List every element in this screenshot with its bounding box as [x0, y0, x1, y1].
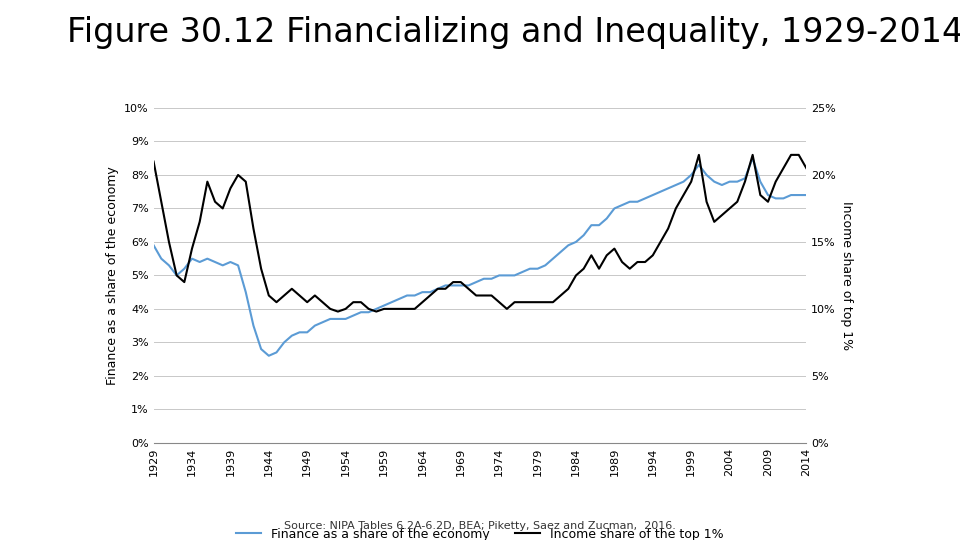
Finance as a share of the economy [470, 279, 482, 285]
Income share of the top 1% [163, 239, 175, 245]
Text: Figure 30.12 Financializing and Inequality, 1929-2014: Figure 30.12 Financializing and Inequali… [67, 16, 960, 49]
Finance as a share of the economy [148, 242, 159, 248]
Finance as a share of the economy [163, 262, 175, 268]
Income share of the top 1% [179, 279, 190, 285]
Y-axis label: Finance as a share of the economy: Finance as a share of the economy [106, 166, 118, 385]
Income share of the top 1% [801, 165, 812, 172]
Finance as a share of the economy [708, 178, 720, 185]
Income share of the top 1% [148, 158, 159, 165]
Legend: Finance as a share of the economy, Income share of the top 1%: Finance as a share of the economy, Incom… [231, 523, 729, 540]
Text: Source: NIPA Tables 6.2A-6.2D, BEA; Piketty, Saez and Zucman,  2016.: Source: NIPA Tables 6.2A-6.2D, BEA; Pike… [284, 521, 676, 531]
Line: Income share of the top 1%: Income share of the top 1% [154, 155, 806, 312]
Y-axis label: Income share of top 1%: Income share of top 1% [840, 201, 852, 350]
Finance as a share of the economy [747, 155, 758, 161]
Income share of the top 1% [655, 239, 666, 245]
Finance as a share of the economy [263, 353, 275, 359]
Finance as a share of the economy [217, 262, 228, 268]
Finance as a share of the economy [179, 266, 190, 272]
Income share of the top 1% [470, 292, 482, 299]
Finance as a share of the economy [655, 188, 666, 195]
Income share of the top 1% [217, 205, 228, 212]
Line: Finance as a share of the economy: Finance as a share of the economy [154, 158, 806, 356]
Finance as a share of the economy [801, 192, 812, 198]
Income share of the top 1% [332, 308, 344, 315]
Income share of the top 1% [716, 212, 728, 218]
Income share of the top 1% [693, 152, 705, 158]
